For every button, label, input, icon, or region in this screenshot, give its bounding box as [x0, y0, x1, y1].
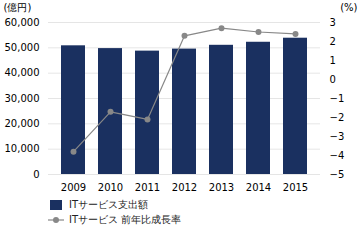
- svg-text:0: 0: [330, 74, 336, 85]
- svg-text:(億円): (億円): [4, 2, 32, 13]
- svg-text:2013: 2013: [209, 182, 234, 193]
- svg-text:10,000: 10,000: [5, 143, 40, 154]
- svg-text:−2: −2: [330, 112, 345, 123]
- svg-text:30,000: 30,000: [5, 93, 40, 104]
- svg-text:1: 1: [330, 55, 336, 66]
- svg-text:60,000: 60,000: [5, 17, 40, 28]
- svg-text:20,000: 20,000: [5, 118, 40, 129]
- svg-text:2012: 2012: [172, 182, 197, 193]
- svg-text:−4: −4: [330, 150, 345, 161]
- svg-text:3: 3: [330, 17, 336, 28]
- svg-text:0: 0: [33, 169, 39, 180]
- svg-text:2015: 2015: [283, 182, 308, 193]
- html-text:ITサービス支出額: ITサービス支出額: [69, 199, 149, 210]
- svg-text:2009: 2009: [61, 182, 86, 193]
- svg-text:2011: 2011: [135, 182, 160, 193]
- svg-text:−5: −5: [330, 169, 345, 180]
- html-text:ITサービス 前年比成長率: ITサービス 前年比成長率: [69, 214, 182, 225]
- svg-text:2010: 2010: [98, 182, 123, 193]
- svg-text:2: 2: [330, 36, 336, 47]
- svg-text:−1: −1: [330, 93, 345, 104]
- svg-text:50,000: 50,000: [5, 42, 40, 53]
- svg-text:2014: 2014: [246, 182, 271, 193]
- svg-text:40,000: 40,000: [5, 67, 40, 78]
- svg-text:(%): (%): [340, 2, 357, 13]
- svg-text:−3: −3: [330, 131, 345, 142]
